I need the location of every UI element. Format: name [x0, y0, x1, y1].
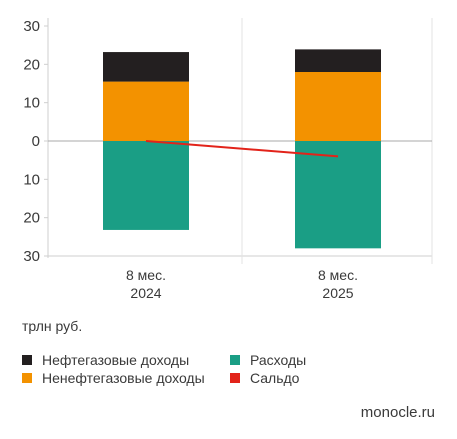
legend-label: Расходы — [250, 352, 307, 368]
bar-segment-0-1 — [295, 72, 381, 141]
y-tick-label: 20 — [23, 56, 40, 73]
legend-swatch — [230, 373, 240, 383]
unit-label: трлн руб. — [22, 318, 83, 334]
bar-segment-1-0 — [103, 52, 189, 82]
legend-label: Нефтегазовые доходы — [42, 352, 190, 368]
legend-item-non-oil-gas-revenue: Ненефтегазовые доходы — [22, 370, 205, 386]
legend-item-balance: Сальдо — [230, 370, 299, 386]
y-tick-label: 10 — [23, 171, 40, 188]
y-tick-label: 30 — [23, 248, 40, 265]
source-credit: monocle.ru — [360, 404, 435, 421]
legend-swatch — [230, 355, 240, 365]
x-tick-label: 2025 — [322, 285, 353, 301]
legend-swatch — [22, 355, 32, 365]
x-tick-label: 8 мес. — [318, 267, 358, 283]
x-tick-label: 2024 — [130, 285, 161, 301]
bar-segment-2-0 — [103, 141, 189, 230]
legend-item-oil-gas-revenue: Нефтегазовые доходы — [22, 352, 189, 368]
y-tick-label: 20 — [23, 210, 40, 227]
chart: 30 20 10 0 10 20 30 8 мес. 2024 8 мес. 2025 — [23, 18, 433, 301]
bar-segment-1-1 — [295, 49, 381, 72]
bar-segment-0-0 — [103, 81, 189, 141]
legend-label: Ненефтегазовые доходы — [42, 370, 205, 386]
y-tick-label: 0 — [32, 133, 40, 150]
y-tick-label: 30 — [23, 18, 40, 35]
x-tick-label: 8 мес. — [126, 267, 166, 283]
legend-item-expenses: Расходы — [230, 352, 306, 368]
balance-line — [145, 140, 339, 158]
legend-label: Сальдо — [250, 370, 300, 386]
legend-swatch — [22, 373, 32, 383]
y-tick-label: 10 — [23, 95, 40, 112]
bar-segment-2-1 — [295, 141, 381, 249]
